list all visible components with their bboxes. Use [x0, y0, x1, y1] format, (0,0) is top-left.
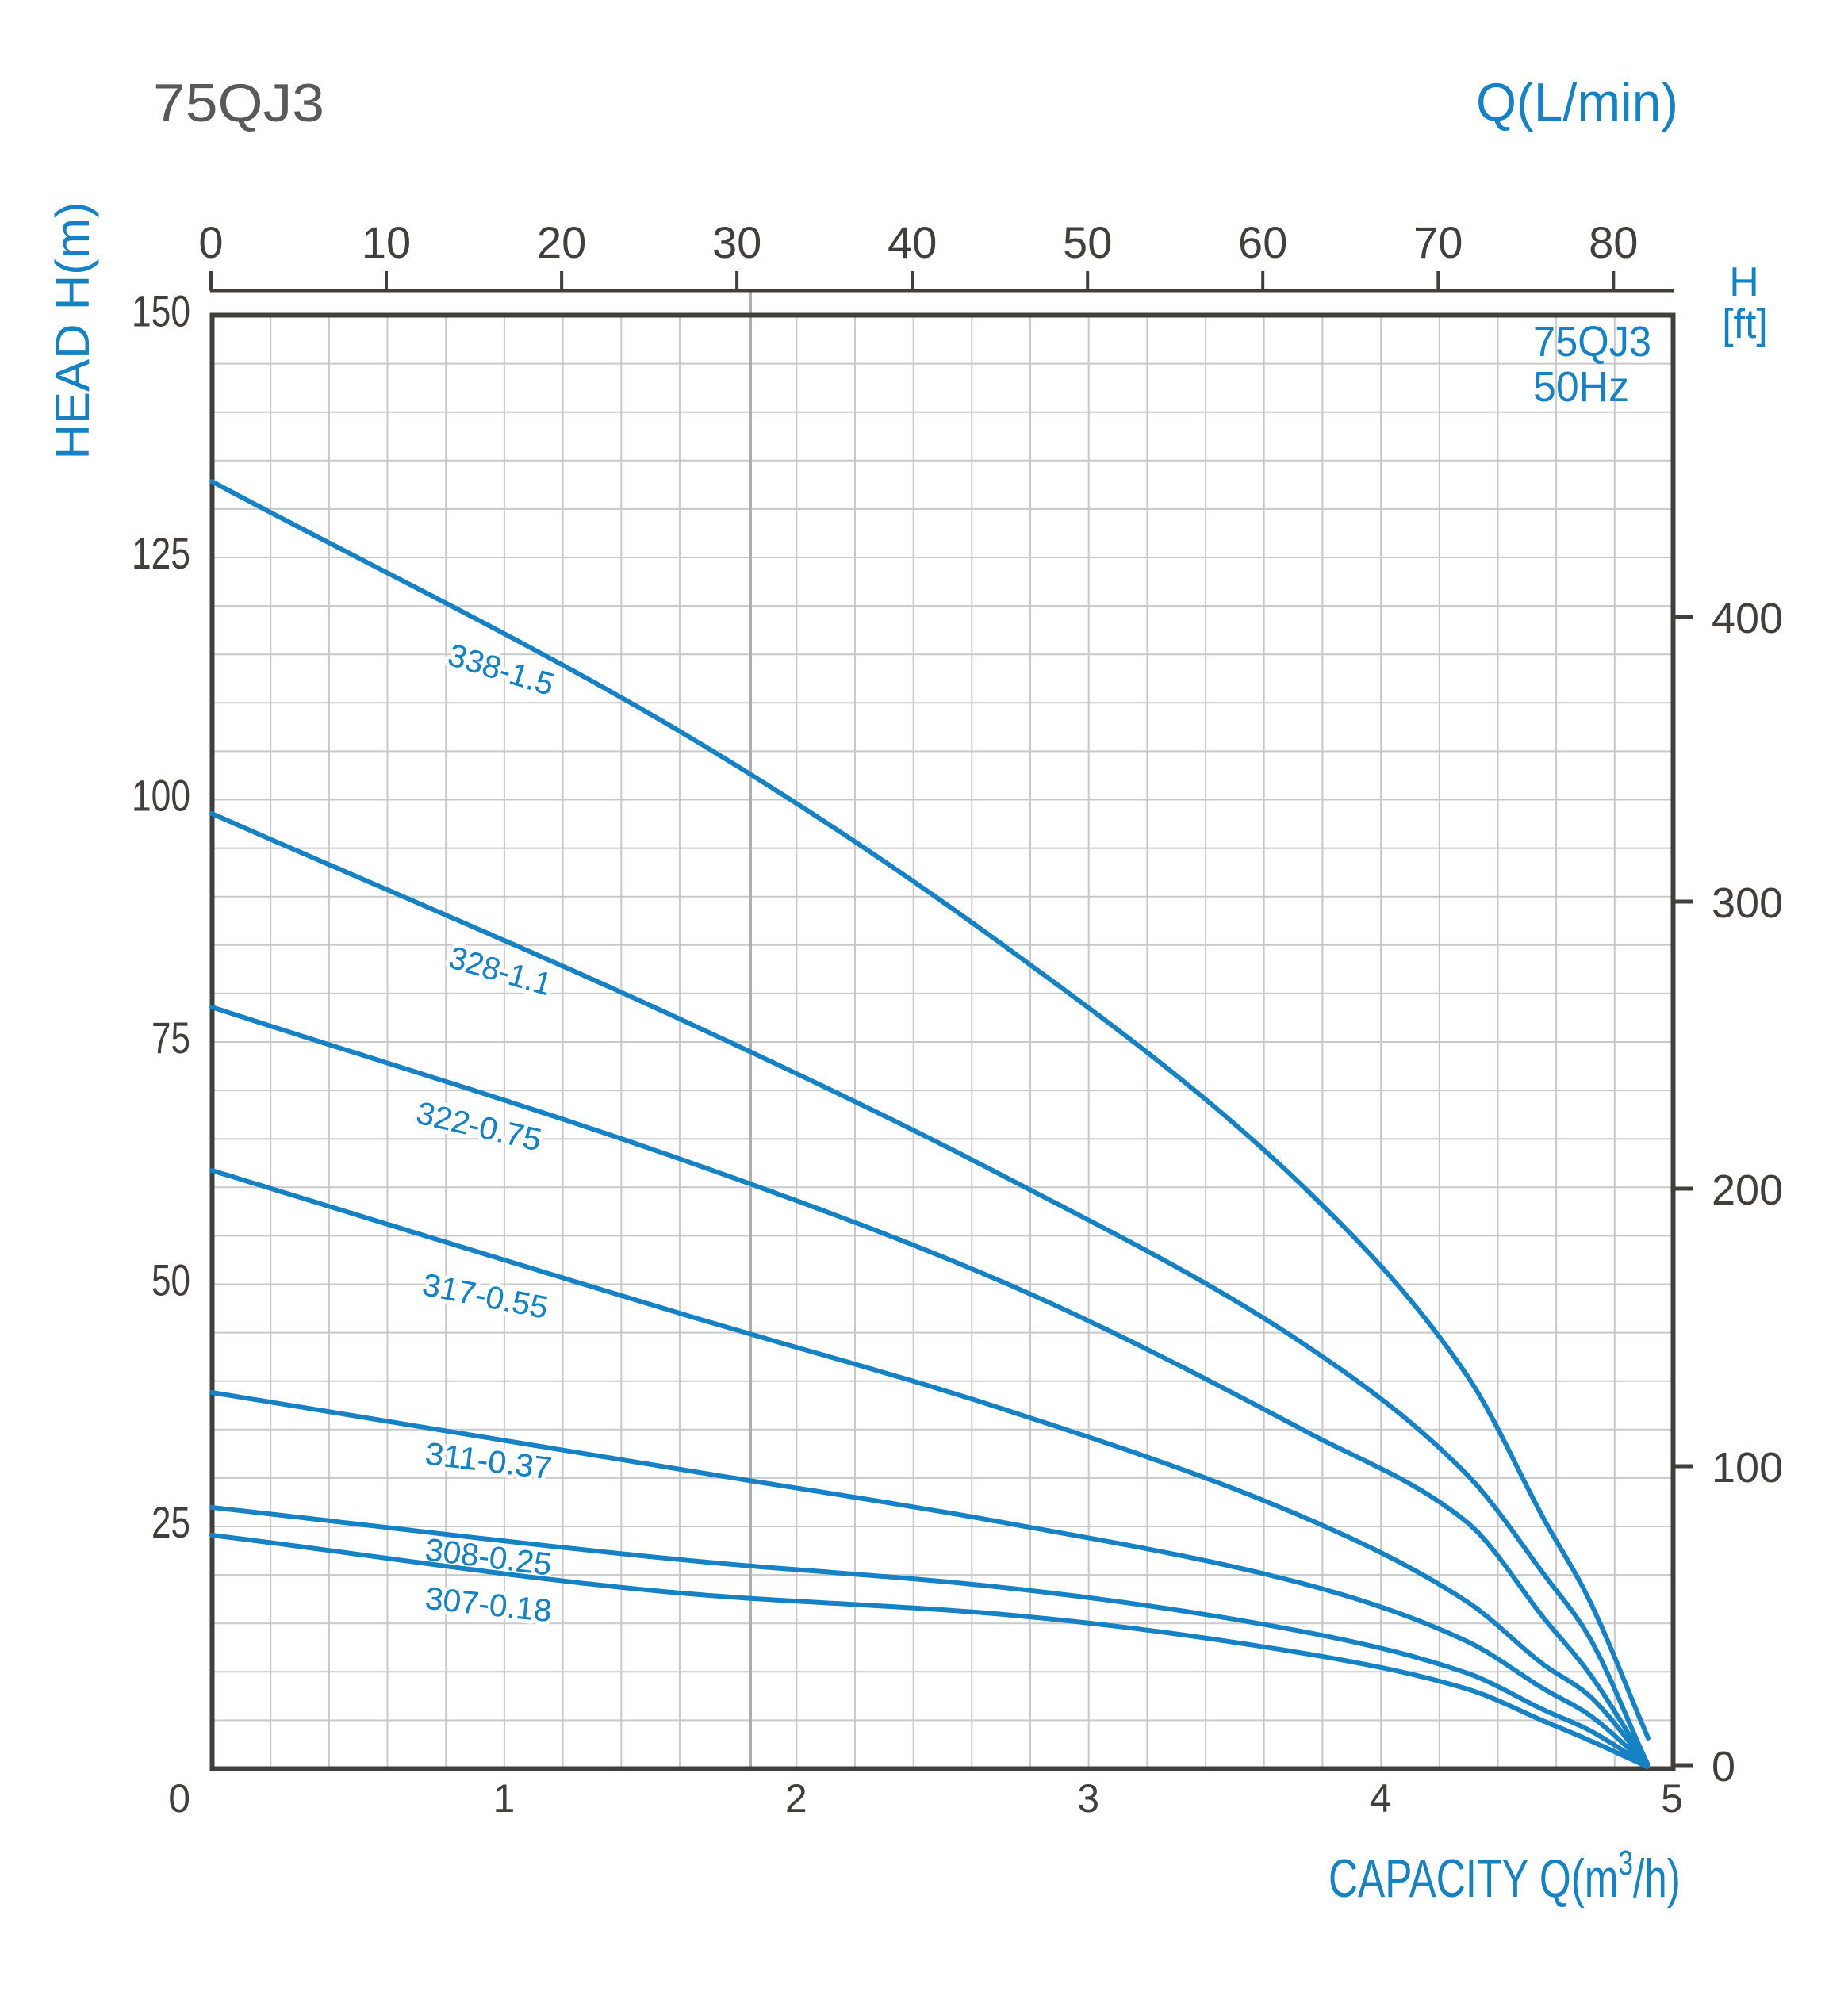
svg-text:60: 60: [1238, 217, 1287, 267]
svg-text:50: 50: [151, 1255, 190, 1305]
svg-text:75QJ3: 75QJ3: [153, 73, 324, 133]
svg-text:10: 10: [362, 217, 411, 267]
svg-text:2: 2: [785, 1776, 807, 1821]
svg-text:1: 1: [493, 1776, 515, 1821]
svg-text:400: 400: [1712, 595, 1783, 642]
svg-text:75: 75: [151, 1013, 190, 1063]
svg-text:3: 3: [1077, 1776, 1099, 1821]
svg-text:125: 125: [132, 528, 190, 578]
svg-text:50Hz: 50Hz: [1533, 363, 1629, 411]
svg-text:150: 150: [132, 286, 190, 336]
svg-text:0: 0: [168, 1776, 190, 1821]
svg-text:0: 0: [198, 217, 223, 267]
svg-text:4: 4: [1370, 1776, 1392, 1821]
svg-text:HEAD H(m): HEAD H(m): [46, 202, 99, 460]
svg-text:20: 20: [537, 217, 586, 267]
svg-text:50: 50: [1063, 217, 1112, 267]
svg-text:80: 80: [1589, 217, 1638, 267]
svg-text:40: 40: [888, 217, 937, 267]
svg-text:100: 100: [132, 771, 190, 821]
svg-text:25: 25: [151, 1497, 190, 1547]
svg-text:100: 100: [1712, 1444, 1783, 1492]
svg-text:Q(L/min): Q(L/min): [1476, 72, 1678, 132]
svg-text:200: 200: [1712, 1166, 1783, 1214]
svg-text:[ft]: [ft]: [1722, 301, 1768, 347]
svg-text:0: 0: [1712, 1743, 1735, 1791]
svg-text:5: 5: [1661, 1776, 1683, 1821]
svg-text:75QJ3: 75QJ3: [1533, 318, 1651, 366]
svg-text:H: H: [1729, 259, 1759, 305]
svg-text:300: 300: [1712, 879, 1783, 927]
svg-text:70: 70: [1413, 217, 1463, 267]
svg-text:30: 30: [712, 217, 761, 267]
